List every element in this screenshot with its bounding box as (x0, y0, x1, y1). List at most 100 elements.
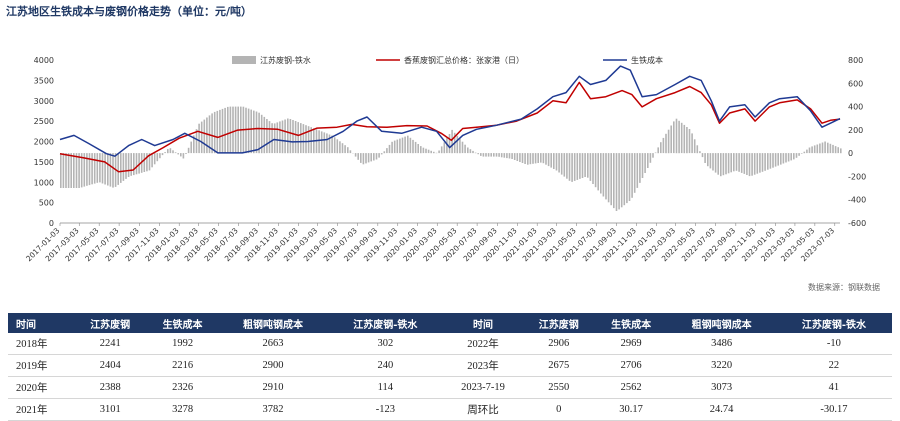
spread-bar (480, 153, 482, 156)
table-cell: 3220 (667, 355, 776, 377)
spread-bar (564, 153, 566, 177)
table-cell: -30.17 (776, 399, 892, 421)
table-cell: 0 (523, 399, 595, 421)
spread-bar (741, 153, 743, 173)
spread-bar (102, 153, 104, 183)
spread-bar (699, 151, 701, 153)
spread-bar (308, 126, 310, 153)
table-cell: 2969 (595, 333, 667, 355)
spread-bar (282, 121, 284, 154)
table-cell: 2550 (523, 377, 595, 399)
spread-bar (271, 123, 273, 153)
spread-bar (331, 136, 333, 154)
spread-bar (417, 144, 419, 153)
spread-bar (785, 153, 787, 162)
table-cell: 2706 (595, 355, 667, 377)
spread-bar (65, 153, 67, 188)
spread-bar (457, 136, 459, 153)
spread-bar (650, 153, 652, 163)
spread-bar (501, 153, 503, 157)
spread-bar (837, 147, 839, 153)
spread-bar (297, 122, 299, 153)
spread-bar (723, 153, 725, 175)
spread-bar (639, 153, 641, 183)
spread-bar (107, 153, 109, 185)
spread-bar (634, 153, 636, 193)
spread-bar (337, 139, 339, 153)
table-cell: 2326 (146, 377, 218, 399)
column-header: 江苏废钢-铁水 (776, 313, 892, 333)
spread-bar (412, 140, 414, 153)
spread-bar (428, 150, 430, 153)
spread-bar (574, 153, 576, 181)
spread-bar (130, 153, 132, 176)
spread-bar (389, 145, 391, 153)
spread-bar (817, 145, 819, 154)
chart-plot: 4000350030002500200015001000500080060040… (0, 0, 900, 300)
spread-bar (175, 152, 177, 153)
spread-bar (637, 153, 639, 188)
spread-bar (488, 153, 490, 157)
spread-bar (94, 153, 96, 184)
spread-bar (754, 153, 756, 175)
spread-bar (485, 153, 487, 157)
spread-bar (217, 111, 219, 153)
spread-bar (806, 150, 808, 154)
column-header: 生铁成本 (146, 313, 218, 333)
spread-bar (180, 153, 182, 156)
spread-bar (670, 126, 672, 154)
spread-bar (300, 123, 302, 153)
y-left-tick-label: 3000 (34, 97, 54, 106)
spread-bar (545, 153, 547, 165)
spread-bar (509, 153, 511, 158)
table-cell: 2562 (595, 377, 667, 399)
y-left-tick-label: 1500 (34, 158, 54, 167)
spread-bar (506, 153, 508, 158)
spread-bar (462, 142, 464, 153)
spread-bar (616, 153, 618, 211)
spread-bar (253, 111, 255, 154)
spread-bar (530, 153, 532, 164)
spread-bar (89, 153, 91, 185)
spread-bar (725, 153, 727, 174)
table-cell: 2241 (74, 333, 146, 355)
spread-bar (151, 153, 153, 167)
spread-bar (631, 153, 633, 198)
spread-bar (657, 147, 659, 153)
spread-bar (830, 144, 832, 153)
spread-bar (444, 142, 446, 153)
spread-bar (597, 153, 599, 190)
spread-bar (780, 153, 782, 165)
spread-bar (738, 153, 740, 172)
spread-bar (73, 153, 75, 188)
spread-bar (99, 153, 101, 182)
spread-bar (227, 107, 229, 153)
spread-bar (527, 153, 529, 165)
spread-bar (644, 153, 646, 173)
spread-bar (764, 153, 766, 171)
spread-bar (498, 153, 500, 157)
table-cell: 2900 (219, 355, 328, 377)
table-cell: 2019年 (8, 355, 74, 377)
spread-bar (248, 109, 250, 154)
spread-bar (410, 138, 412, 153)
spread-bar (274, 123, 276, 153)
y-right-tick-label: -200 (848, 172, 866, 181)
spread-bar (232, 107, 234, 154)
spread-bar (63, 153, 65, 188)
spread-bar (587, 153, 589, 178)
spread-bar (211, 113, 213, 153)
spread-bar (144, 153, 146, 172)
table-cell: 2023年 (443, 355, 522, 377)
spread-bar (256, 112, 258, 154)
spread-bar (477, 153, 479, 154)
spread-bar (250, 110, 252, 154)
spread-bar (188, 148, 190, 153)
spread-bar (264, 117, 266, 153)
spread-bar (326, 133, 328, 153)
spread-bar (790, 153, 792, 160)
spread-bar (277, 122, 279, 153)
spread-bar (608, 153, 610, 202)
spread-bar (772, 153, 774, 168)
